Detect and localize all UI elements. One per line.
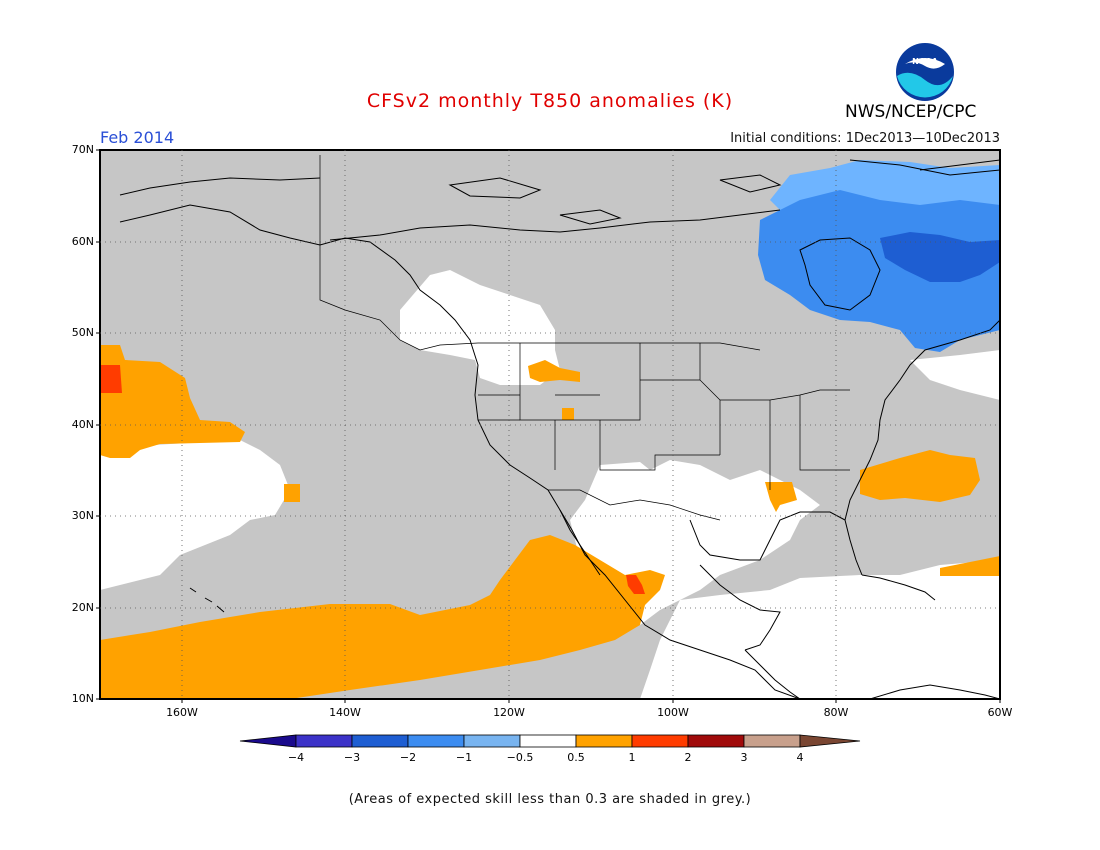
lon-label: 100W [657,706,689,719]
neutral-region-pacific [100,440,290,590]
warm-region-ne-pacific [100,345,245,458]
organization-label: NWS/NCEP/CPC [845,102,977,122]
colorbar-cell [295,734,353,748]
warm-region-atlantic-south [940,556,1000,576]
hot-region-ne-pacific [100,365,122,393]
warm-region-tropical-pacific [100,535,665,699]
colorbar-cell [239,734,297,748]
political-borders [319,155,850,521]
colorbar-label: 2 [684,751,692,764]
colorbar-label: −0.5 [506,751,534,764]
lat-label: 70N [71,143,94,156]
lon-label: 160W [166,706,198,719]
footnote: (Areas of expected skill less than 0.3 a… [348,792,752,807]
colorbar-label: 0.5 [567,751,585,764]
lat-label: 40N [71,418,94,431]
colorbar-cell [407,734,465,748]
chart-title: CFSv2 monthly T850 anomalies (K) [366,90,734,112]
hot-region-mexico [626,575,645,594]
lat-label: 20N [71,601,94,614]
lon-label: 120W [493,706,525,719]
logo-text: NOAA [912,57,938,66]
colorbar-cell [519,734,577,748]
lon-label: 80W [823,706,849,719]
forecast-month: Feb 2014 [100,128,175,147]
coastlines [119,159,1000,699]
lat-label: 10N [71,692,94,705]
warm-region-atlantic [860,450,980,502]
colorbar-label: 4 [796,751,804,764]
colorbar-cell [631,734,689,748]
colorbar-label: −4 [287,751,305,764]
colorbar-cell [575,734,633,748]
colorbar-cell [351,734,409,748]
colorbar-label: −2 [399,751,417,764]
noaa-logo: NOAA [896,43,954,101]
warm-region-nw-us [528,360,580,382]
warm-region-spot-utah [562,408,574,420]
lat-label: 60N [71,235,94,248]
warm-region-spot-pacific [284,484,300,502]
colorbar-label: 3 [740,751,748,764]
graticule [100,150,1000,699]
axis-ticks [96,149,1001,703]
neutral-region-caribbean [640,560,1000,699]
lon-label: 60W [987,706,1013,719]
colorbar-cell [463,734,521,748]
colorbar-label: −3 [343,751,361,764]
neutral-region-atlantic [910,350,1000,400]
colorbar-label: 1 [628,751,636,764]
colorbar [239,734,861,748]
colorbar-label: −1 [455,751,473,764]
cool-region-canada-mid [758,190,1000,352]
lon-label: 140W [329,706,361,719]
colorbar-cell [687,734,745,748]
warm-region-southeast [765,482,797,512]
anomaly-field [100,150,1000,699]
initial-conditions: Initial conditions: 1Dec2013—10Dec2013 [730,131,1000,146]
cool-region-canada-dark [880,232,1000,282]
lat-label: 50N [71,326,94,339]
lat-label: 30N [71,509,94,522]
colorbar-cell [799,734,861,748]
colorbar-cell [743,734,801,748]
